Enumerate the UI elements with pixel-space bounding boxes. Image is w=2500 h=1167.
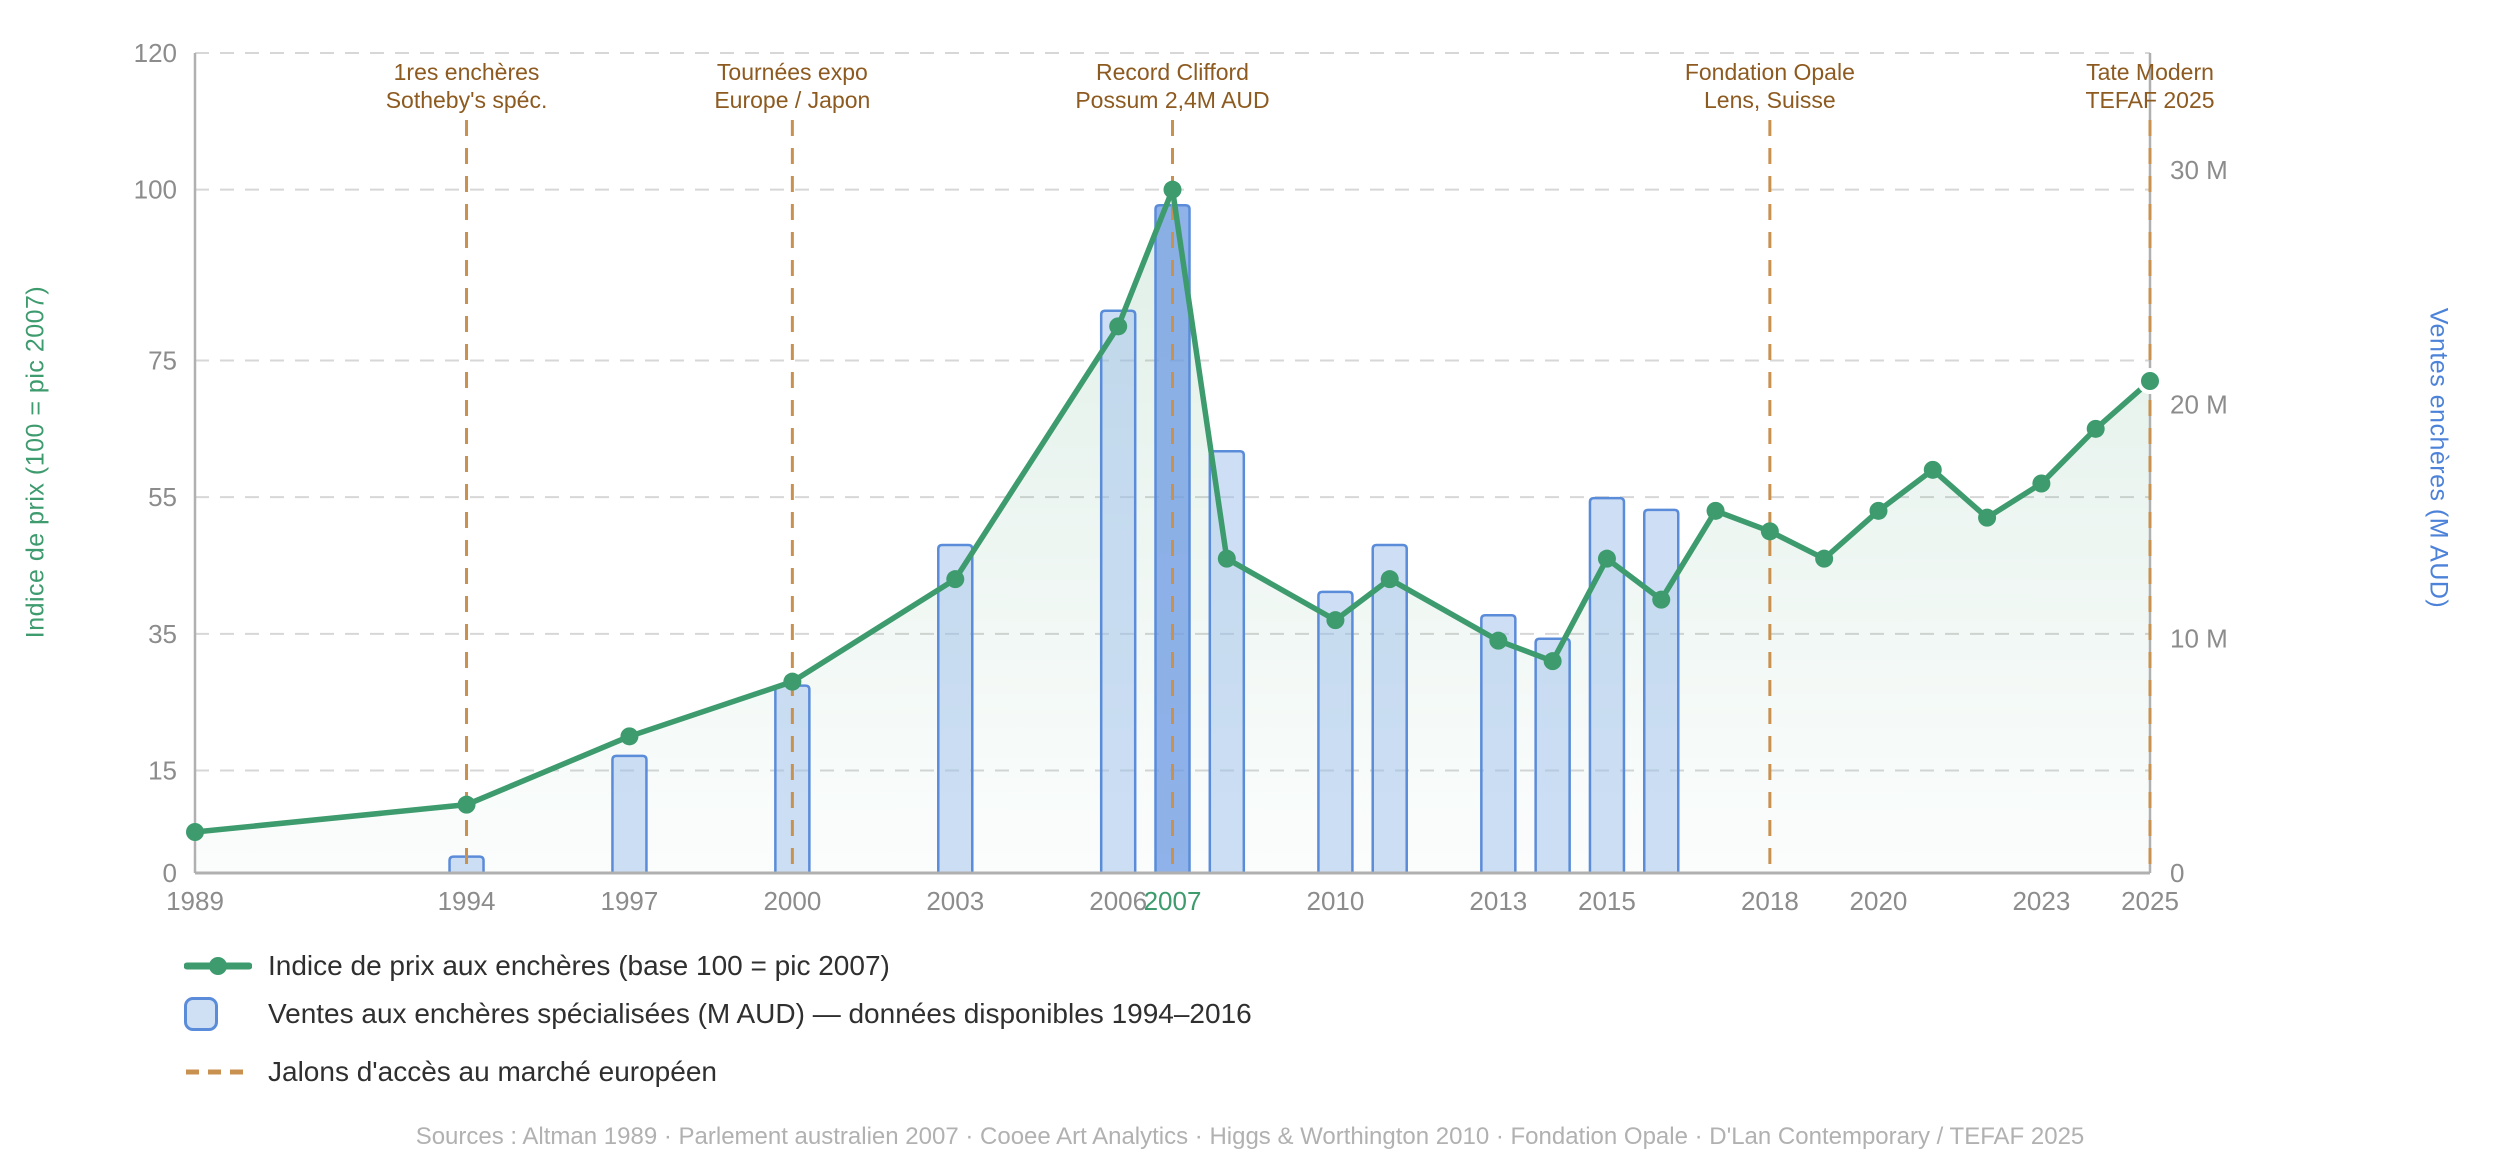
price-index-point-2021	[1923, 460, 1942, 479]
price-index-point-1989	[186, 823, 204, 841]
price-index-point-2000	[783, 672, 802, 691]
milestone-label-2018-line2: Lens, Suisse	[1704, 87, 1836, 113]
price-index-point-2016	[1652, 590, 1671, 609]
x-tick-label-2025: 2025	[2121, 886, 2179, 916]
legend-label-price-index: Indice de prix aux enchères (base 100 = …	[268, 950, 890, 981]
x-tick-label-2020: 2020	[1850, 886, 1908, 916]
sales-bar-2014	[1534, 637, 1571, 875]
price-index-point-2025	[2137, 368, 2163, 394]
x-tick-label-2007: 2007	[1144, 886, 1202, 916]
legend-item-milestones: Jalons d'accès au marché européen	[184, 1052, 1252, 1092]
sales-bar-2006	[1099, 309, 1137, 875]
sales-bar-1994	[448, 855, 485, 875]
price-index-line-swatch-icon	[184, 956, 254, 976]
milestone-label-2025-line2: TEFAF 2025	[2085, 87, 2214, 113]
sales-bar-2003	[937, 543, 974, 875]
price-index-point-2013	[1489, 631, 1508, 650]
left-axis-title: Indice de prix (100 = pic 2007)	[21, 285, 50, 639]
y-tick-left-15: 15	[148, 756, 177, 786]
milestone-label-1994-line2: Sotheby's spéc.	[386, 87, 548, 113]
milestone-label-2000-line1: Tournées expo	[717, 59, 868, 85]
milestone-label-2007-line2: Possum 2,4M AUD	[1075, 87, 1269, 113]
y-tick-left-120: 120	[134, 38, 177, 68]
price-index-point-2018	[1760, 522, 1779, 541]
sales-bar-1997	[611, 754, 648, 875]
price-index-point-2003	[946, 570, 965, 589]
legend-item-price-index: Indice de prix aux enchères (base 100 = …	[184, 946, 1252, 986]
sales-bar-2013	[1480, 614, 1517, 875]
price-index-point-1997	[620, 727, 639, 746]
milestone-label-1994-line1: 1res enchères	[394, 59, 540, 85]
y-tick-left-35: 35	[148, 619, 177, 649]
milestone-dash-swatch-icon	[184, 1065, 254, 1079]
price-index-point-2020	[1869, 501, 1888, 520]
milestone-label-2018-line1: Fondation Opale	[1685, 59, 1855, 85]
x-tick-label-2015: 2015	[1578, 886, 1636, 916]
price-index-point-2007	[1163, 180, 1182, 199]
x-tick-label-2000: 2000	[763, 886, 821, 916]
sales-bar-2011	[1371, 543, 1408, 875]
sales-bar-2015	[1588, 496, 1626, 875]
price-index-point-2008	[1217, 549, 1236, 568]
x-tick-label-2003: 2003	[926, 886, 984, 916]
y-tick-left-55: 55	[148, 482, 177, 512]
milestone-label-2025-line1: Tate Modern	[2086, 59, 2214, 85]
y-tick-left-0: 0	[163, 858, 177, 888]
price-index-point-2011	[1380, 570, 1399, 589]
price-index-point-2014	[1543, 652, 1562, 671]
price-index-point-2006	[1109, 317, 1128, 336]
x-tick-label-2010: 2010	[1306, 886, 1364, 916]
right-axis-title: Ventes enchères (M AUD)	[2424, 307, 2453, 609]
y-tick-left-100: 100	[134, 175, 177, 205]
x-tick-label-2006: 2006	[1089, 886, 1147, 916]
x-tick-label-2013: 2013	[1469, 886, 1527, 916]
price-index-point-2017	[1706, 501, 1725, 520]
price-index-point-2010	[1326, 611, 1345, 630]
y-tick-right-20: 20 M	[2170, 389, 2228, 419]
source-note: Sources : Altman 1989 · Parlement austra…	[415, 1123, 2085, 1150]
sales-bar-2007	[1154, 204, 1191, 875]
legend: Indice de prix aux enchères (base 100 = …	[184, 946, 1252, 1092]
x-tick-label-1989: 1989	[166, 886, 224, 916]
x-tick-label-1994: 1994	[438, 886, 496, 916]
sales-bar-swatch-icon	[184, 997, 254, 1031]
price-index-point-2019	[1815, 549, 1834, 568]
milestone-label-2000-line2: Europe / Japon	[714, 87, 870, 113]
y-tick-right-30: 30 M	[2170, 155, 2228, 185]
sales-bar-2010	[1317, 590, 1354, 875]
y-tick-right-0: 0	[2170, 858, 2184, 888]
price-index-point-2024	[2086, 419, 2105, 438]
y-tick-right-10: 10 M	[2170, 624, 2228, 654]
x-tick-label-1997: 1997	[601, 886, 659, 916]
x-tick-label-2023: 2023	[2012, 886, 2070, 916]
x-tick-label-2018: 2018	[1741, 886, 1799, 916]
price-index-point-1994	[457, 795, 476, 814]
price-index-point-2022	[1978, 508, 1997, 527]
sales-bar-2016	[1643, 508, 1680, 875]
legend-label-sales: Ventes aux enchères spécialisées (M AUD)…	[268, 998, 1252, 1029]
milestone-label-2007-line1: Record Clifford	[1096, 59, 1249, 85]
sales-bar-2008	[1208, 450, 1246, 875]
price-index-point-2015	[1597, 549, 1616, 568]
legend-label-milestones: Jalons d'accès au marché européen	[268, 1056, 717, 1087]
y-tick-left-75: 75	[148, 346, 177, 376]
price-index-point-2023	[2032, 474, 2051, 493]
legend-item-sales: Ventes aux enchères spécialisées (M AUD)…	[184, 994, 1252, 1034]
